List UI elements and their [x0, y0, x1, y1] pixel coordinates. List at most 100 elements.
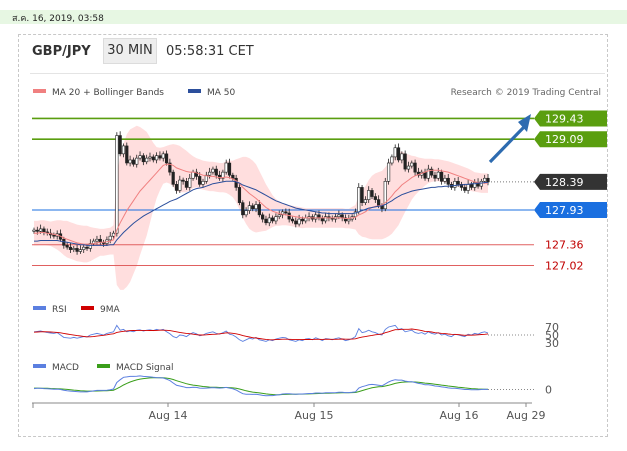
candle-body — [314, 214, 318, 220]
candle-body — [456, 181, 460, 185]
level-badge-129.43 — [534, 110, 607, 127]
candle-body — [201, 181, 205, 185]
candle-body — [95, 238, 99, 242]
candle-body — [174, 184, 179, 191]
candle-body — [466, 184, 470, 191]
candle-body — [65, 245, 69, 248]
chart-panel — [18, 34, 608, 437]
rsi-legend-label: RSI — [52, 305, 67, 315]
level-label-127.36: 127.36 — [545, 239, 584, 252]
candle-body — [453, 181, 457, 188]
candle-body — [198, 176, 202, 185]
candle-body — [42, 228, 46, 233]
candle-body — [118, 135, 122, 155]
candle-body — [347, 218, 351, 222]
x-tick-label: Aug 15 — [295, 409, 334, 422]
candle-body — [244, 210, 248, 216]
candle-body — [184, 181, 189, 188]
candle-body — [373, 196, 377, 200]
candle-body — [360, 187, 364, 203]
rsi-tick-30: 30 — [545, 337, 559, 350]
nine-ma-legend-swatch — [81, 306, 94, 310]
candle-body — [277, 214, 281, 217]
level-badge-text-129.09: 129.09 — [545, 133, 584, 146]
bollinger-legend-swatch — [33, 89, 46, 93]
candle-body — [158, 155, 162, 159]
x-axis: Aug 14 Aug 15 Aug 16 Aug 29 — [32, 403, 545, 422]
candle-body — [247, 205, 252, 211]
candle-body — [227, 162, 232, 176]
level-badge-text-127.93: 127.93 — [545, 204, 584, 217]
candle-body — [290, 218, 295, 222]
candle-body — [161, 153, 165, 159]
level-badge-129.09 — [534, 131, 607, 148]
candle-body — [357, 187, 361, 213]
candle-body — [82, 246, 86, 250]
macd-signal-legend-label: MACD Signal — [116, 363, 174, 373]
candle-body — [443, 177, 447, 182]
level-badge-text-129.43: 129.43 — [545, 112, 584, 125]
macd-legend-label: MACD — [52, 363, 79, 373]
candle-body — [148, 156, 152, 159]
candle-body — [131, 159, 136, 165]
candle-body — [393, 147, 397, 158]
candle-body — [363, 199, 367, 203]
candle-body — [191, 171, 195, 179]
candle-body — [257, 204, 261, 216]
candle-body — [410, 162, 414, 167]
level-badge-127.93 — [534, 201, 607, 218]
candle-body — [337, 214, 341, 217]
candle-body — [85, 246, 89, 249]
candle-body — [168, 162, 172, 173]
candle-body — [208, 171, 212, 176]
candle-body — [214, 168, 218, 176]
candle-body — [400, 153, 404, 161]
candle-body — [224, 162, 228, 173]
candle-body — [486, 177, 490, 183]
rsi-tick-50: 50 — [545, 329, 559, 342]
candle-body — [426, 168, 430, 179]
candle-body — [261, 214, 265, 220]
candle-body — [406, 165, 411, 170]
candle-body — [390, 156, 394, 164]
candle-body — [178, 179, 182, 191]
candle-body — [39, 228, 43, 232]
candle-body — [188, 177, 192, 188]
forecast-arrow-shaft — [488, 125, 526, 164]
date-stamp-bar: ส.ค. 16, 2019, 03:58 — [0, 10, 627, 24]
candle-body — [264, 218, 268, 224]
candle-body — [430, 168, 434, 176]
candle-body — [440, 171, 444, 182]
nine-ma-line — [33, 328, 489, 341]
candle-body — [284, 211, 288, 214]
candle-body — [280, 211, 285, 216]
x-tick-label: Aug 14 — [149, 409, 188, 422]
main-price-pane: 129.43 129.09 128.39 127.93 127.36 127.02 — [32, 110, 607, 290]
candle-body — [473, 182, 477, 188]
candle-body — [108, 235, 112, 241]
candle-body — [297, 218, 301, 225]
candle-body — [294, 220, 298, 225]
candle-body — [128, 159, 132, 164]
rsi-line — [33, 324, 489, 342]
candle-body — [483, 177, 487, 182]
timeframe-button[interactable]: 30 MIN — [103, 38, 157, 64]
level-badge-text-128.39: 128.39 — [545, 176, 584, 189]
candle-body — [121, 145, 126, 155]
candle-body — [78, 249, 82, 252]
candle-body — [370, 190, 374, 197]
candle-body — [171, 171, 175, 185]
ma50-legend-label: MA 50 — [207, 88, 236, 98]
candle-body — [35, 229, 39, 232]
candle-body — [221, 171, 225, 179]
candle-body — [386, 162, 391, 182]
candle-body — [204, 174, 208, 182]
candle-body — [396, 147, 401, 161]
candle-body — [75, 248, 79, 252]
ma50-line — [34, 180, 488, 246]
macd-pane: 0 — [33, 375, 552, 397]
candle-body — [141, 155, 145, 163]
candle-body — [459, 184, 464, 188]
